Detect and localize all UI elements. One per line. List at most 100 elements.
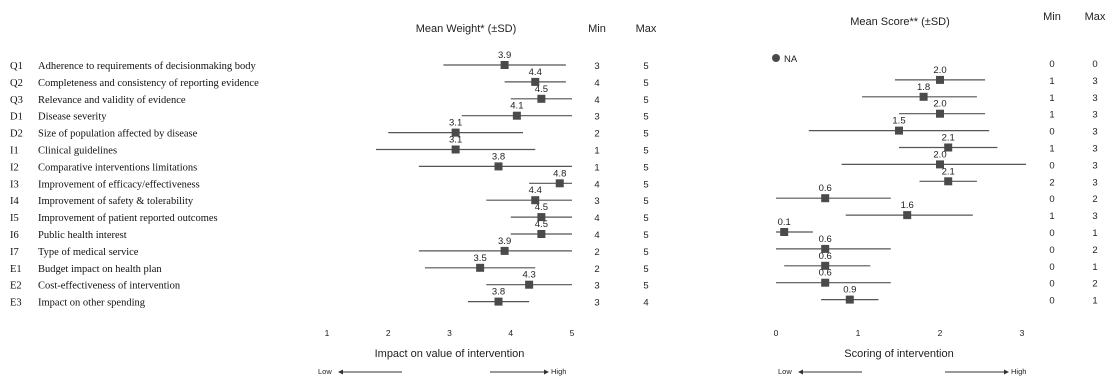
criterion-name-q3: Relevance and validity of evidence	[38, 95, 186, 106]
mean-marker	[845, 295, 854, 304]
score-panel: Mean Score** (±SD) Min Max NA 0 0 2.0 1 3 1.8 1 3 2.…	[772, 11, 1106, 376]
mean-marker	[903, 211, 912, 220]
mean-value-label: 3.1	[449, 135, 462, 146]
x-axis-title: Scoring of intervention	[844, 348, 953, 360]
mean-marker	[500, 246, 509, 255]
max-value: 5	[643, 129, 648, 140]
max-column-header: Max	[1085, 11, 1106, 23]
min-value: 4	[594, 179, 599, 190]
max-value: 5	[643, 247, 648, 258]
min-value: 1	[594, 146, 599, 157]
criterion-code-e1: E1	[10, 264, 22, 275]
mean-value-label: 0.6	[819, 234, 832, 245]
high-arrow-head	[1004, 369, 1009, 375]
mean-marker	[919, 92, 928, 101]
min-value: 2	[594, 264, 599, 275]
mean-value-label: 3.5	[474, 253, 487, 264]
max-value: 5	[643, 213, 648, 224]
mean-value-label: 4.1	[510, 101, 523, 112]
mean-marker	[555, 179, 564, 188]
mean-marker	[821, 244, 830, 253]
min-value: 0	[1049, 194, 1054, 205]
max-value: 1	[1092, 262, 1097, 273]
min-value: 1	[1049, 93, 1054, 104]
max-value: 5	[643, 95, 648, 106]
mean-marker	[451, 145, 460, 154]
criterion-code-i7: I7	[10, 247, 19, 258]
min-value: 3	[594, 298, 599, 309]
max-value: 3	[1092, 93, 1097, 104]
criterion-code-i5: I5	[10, 213, 19, 224]
mean-marker	[500, 61, 509, 69]
criterion-name-i6: Public health interest	[38, 230, 127, 241]
mean-marker	[525, 280, 534, 289]
mean-value-label: 1.5	[892, 116, 905, 127]
mean-value-label: 0.6	[819, 268, 832, 279]
mean-marker	[531, 196, 540, 205]
mean-value-label: 3.9	[498, 236, 511, 247]
criterion-code-q2: Q2	[10, 78, 23, 89]
criterion-name-i2: Comparative interventions limitations	[38, 162, 197, 173]
min-value: 3	[594, 112, 599, 123]
criterion-code-q1: Q1	[10, 61, 23, 72]
mean-value-label: 0.6	[819, 183, 832, 194]
criterion-code-i2: I2	[10, 162, 19, 173]
mean-marker	[451, 128, 460, 137]
mean-value-label: 4.8	[553, 168, 566, 179]
min-column-header: Min	[1043, 11, 1061, 23]
min-value: 2	[1049, 177, 1054, 188]
min-value: 0	[1049, 59, 1054, 70]
mean-value-label: 4.5	[535, 202, 548, 213]
max-value: 5	[643, 146, 648, 157]
max-value: 2	[1092, 279, 1097, 290]
max-value: 3	[1092, 211, 1097, 222]
max-value: 3	[1092, 110, 1097, 121]
criteria-labels: Q1 Adherence to requirements of decisionm…	[10, 61, 259, 309]
mean-marker	[512, 111, 521, 120]
mean-marker	[780, 228, 789, 236]
min-value: 0	[1049, 279, 1054, 290]
criterion-code-d2: D2	[10, 129, 23, 140]
panel-title: Mean Weight* (±SD)	[416, 23, 517, 35]
x-tick-label: 1	[856, 328, 861, 338]
min-value: 3	[594, 281, 599, 292]
max-value: 0	[1092, 59, 1097, 70]
na-marker	[772, 54, 780, 62]
min-value: 1	[1049, 144, 1054, 155]
mean-value-label: 2.0	[933, 65, 946, 76]
high-label: High	[1011, 367, 1026, 376]
min-value: 1	[1049, 211, 1054, 222]
criterion-code-i3: I3	[10, 179, 19, 190]
mean-value-label: 2.0	[933, 99, 946, 110]
mean-marker	[936, 109, 944, 118]
criterion-name-d2: Size of population affected by disease	[38, 129, 198, 140]
criterion-code-i1: I1	[10, 146, 19, 157]
criterion-name-e3: Impact on other spending	[38, 298, 146, 309]
mean-marker	[494, 162, 503, 171]
min-value: 2	[594, 247, 599, 258]
mean-value-label: 3.9	[498, 50, 511, 61]
mean-value-label: 4.4	[529, 67, 542, 78]
min-value: 0	[1049, 296, 1054, 307]
max-value: 3	[1092, 160, 1097, 171]
min-value: 0	[1049, 262, 1054, 273]
mean-value-label: 0.9	[843, 285, 856, 296]
max-value: 3	[1092, 177, 1097, 188]
mean-marker	[821, 261, 830, 270]
max-value: 3	[1092, 144, 1097, 155]
x-tick-label: 5	[570, 328, 575, 338]
x-tick-label: 3	[447, 328, 452, 338]
mean-value-label: 4.3	[523, 270, 536, 281]
criterion-name-i5: Improvement of patient reported outcomes	[38, 213, 218, 224]
mean-marker	[494, 297, 503, 306]
mean-marker	[936, 75, 944, 84]
low-label: Low	[778, 367, 792, 376]
mean-marker	[821, 194, 830, 203]
x-tick-label: 3	[1020, 328, 1025, 338]
mean-value-label: 1.6	[901, 200, 914, 211]
low-label: Low	[318, 367, 332, 376]
na-label: NA	[784, 54, 798, 65]
max-column-header: Max	[636, 23, 657, 35]
max-value: 3	[1092, 76, 1097, 87]
